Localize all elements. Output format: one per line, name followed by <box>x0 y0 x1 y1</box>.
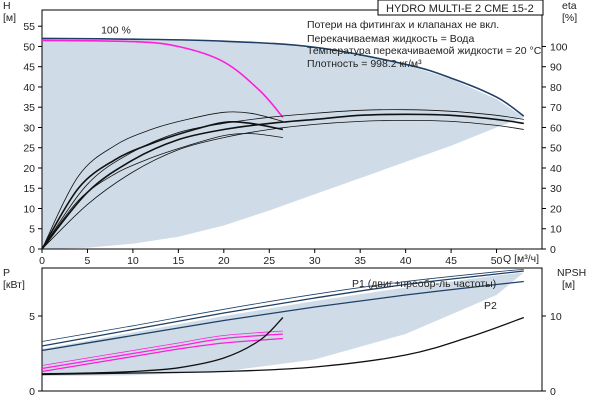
y-left-tick-label: 5 <box>29 224 35 236</box>
p-axis-label-line2: [кВт] <box>3 279 25 291</box>
y-right-tick-label: 60 <box>550 122 562 134</box>
y-right-tick-label: 100 <box>550 41 568 53</box>
y-left-tick-label: 20 <box>23 163 35 175</box>
note-0: Потери на фитингах и клапанах не вкл. <box>307 19 499 31</box>
x-tick-label: 0 <box>39 255 45 267</box>
curve-NPSH-max <box>41 316 525 376</box>
curve-P1-reduced <box>41 333 283 370</box>
chart-title: HYDRO MULTI-E 2 CME 15-2 <box>386 3 534 15</box>
x-tick-label: 10 <box>127 255 139 267</box>
x-tick-label: 15 <box>173 255 185 267</box>
x-axis-label: Q [м³/ч] <box>503 253 539 265</box>
head-efficiency-panel: 0 5 10 15 20 25 30 35 40 45 50 0 5 10 15 20 25 30 35 40 45 50… <box>23 9 568 267</box>
note-1: Перекачиваемая жидкость = Вода <box>307 33 474 45</box>
p-tick-label: 5 <box>29 311 35 323</box>
npsh-tick-label: 0 <box>550 386 556 398</box>
y-right-label-line2: [%] <box>562 12 577 24</box>
y-right-tick-label: 0 <box>550 244 556 256</box>
power-range-area <box>42 272 524 376</box>
y-right-tick-label: 50 <box>550 143 562 155</box>
curve-P1-reduced-band-upper <box>41 330 283 366</box>
npsh-axis-label-line1: NPSH <box>557 267 586 279</box>
y-left-label-line1: H <box>3 0 11 12</box>
y-left-label-line2: [м] <box>3 12 16 24</box>
y-left-tick-label: 10 <box>23 203 35 215</box>
power-npsh-panel: 0 5 0 10 <box>29 267 562 398</box>
p-tick-label: 0 <box>29 386 35 398</box>
y-right-tick-label: 80 <box>550 82 562 94</box>
title-box <box>377 0 544 16</box>
curve-efficiency-reduced-band-upper <box>41 111 284 250</box>
curve-efficiency-reduced <box>41 121 284 250</box>
y-left-tick-label: 55 <box>23 21 35 33</box>
x-tick-label: 50 <box>491 255 503 267</box>
x-tick-label: 20 <box>218 255 230 267</box>
y-left-tick-label: 35 <box>23 102 35 114</box>
curve-P2-reduced <box>41 337 283 373</box>
curve-P2 <box>41 280 524 352</box>
p1-legend-label: P1 (двиг.+преобр-ль частоты) <box>352 278 496 290</box>
y-right-tick-label: 30 <box>550 183 562 195</box>
y-right-label-line1: eta <box>562 0 577 12</box>
y-right-tick-label: 40 <box>550 163 562 175</box>
operating-range-area <box>42 38 524 250</box>
annotation-100-percent: 100 % <box>101 24 131 36</box>
curve-efficiency-max <box>41 113 524 250</box>
y-right-tick-label: 10 <box>550 224 562 236</box>
x-tick-label: 35 <box>354 255 366 267</box>
x-tick-label: 40 <box>400 255 412 267</box>
x-tick-label: 30 <box>309 255 321 267</box>
y-left-tick-label: 25 <box>23 143 35 155</box>
npsh-tick-label: 10 <box>550 311 562 323</box>
y-left-tick-label: 45 <box>23 62 35 74</box>
curve-P1 <box>41 270 524 347</box>
curve-head-reduced <box>41 39 284 118</box>
curve-efficiency-reduced-band-lower <box>41 133 283 250</box>
y-left-tick-label: 30 <box>23 122 35 134</box>
p2-legend-label: P2 <box>484 300 497 312</box>
y-left-tick-label: 0 <box>29 244 35 256</box>
curve-efficiency-max-band-lower <box>41 119 524 250</box>
p-axis-label-line1: P <box>3 267 10 279</box>
y-right-tick-label: 90 <box>550 62 562 74</box>
y-right-tick-label: 70 <box>550 102 562 114</box>
x-tick-label: 25 <box>263 255 275 267</box>
curve-head-max <box>41 37 525 117</box>
note-3: Плотность = 998.2 кг/м³ <box>307 58 422 70</box>
curve-P1-band <box>41 269 524 342</box>
curve-efficiency-max-band-upper <box>41 109 524 250</box>
note-2: Температура перекачиваемой жидкости = 20… <box>307 45 542 57</box>
y-right-tick-label: 20 <box>550 203 562 215</box>
y-left-tick-label: 15 <box>23 183 35 195</box>
y-left-tick-label: 50 <box>23 41 35 53</box>
power-plot-frame <box>41 267 543 392</box>
x-tick-label: 45 <box>445 255 457 267</box>
curve-NPSH-reduced <box>41 317 284 375</box>
npsh-axis-label-line2: [м] <box>562 279 575 291</box>
plot-frame <box>41 9 543 250</box>
x-tick-label: 5 <box>85 255 91 267</box>
y-left-tick-label: 40 <box>23 82 35 94</box>
